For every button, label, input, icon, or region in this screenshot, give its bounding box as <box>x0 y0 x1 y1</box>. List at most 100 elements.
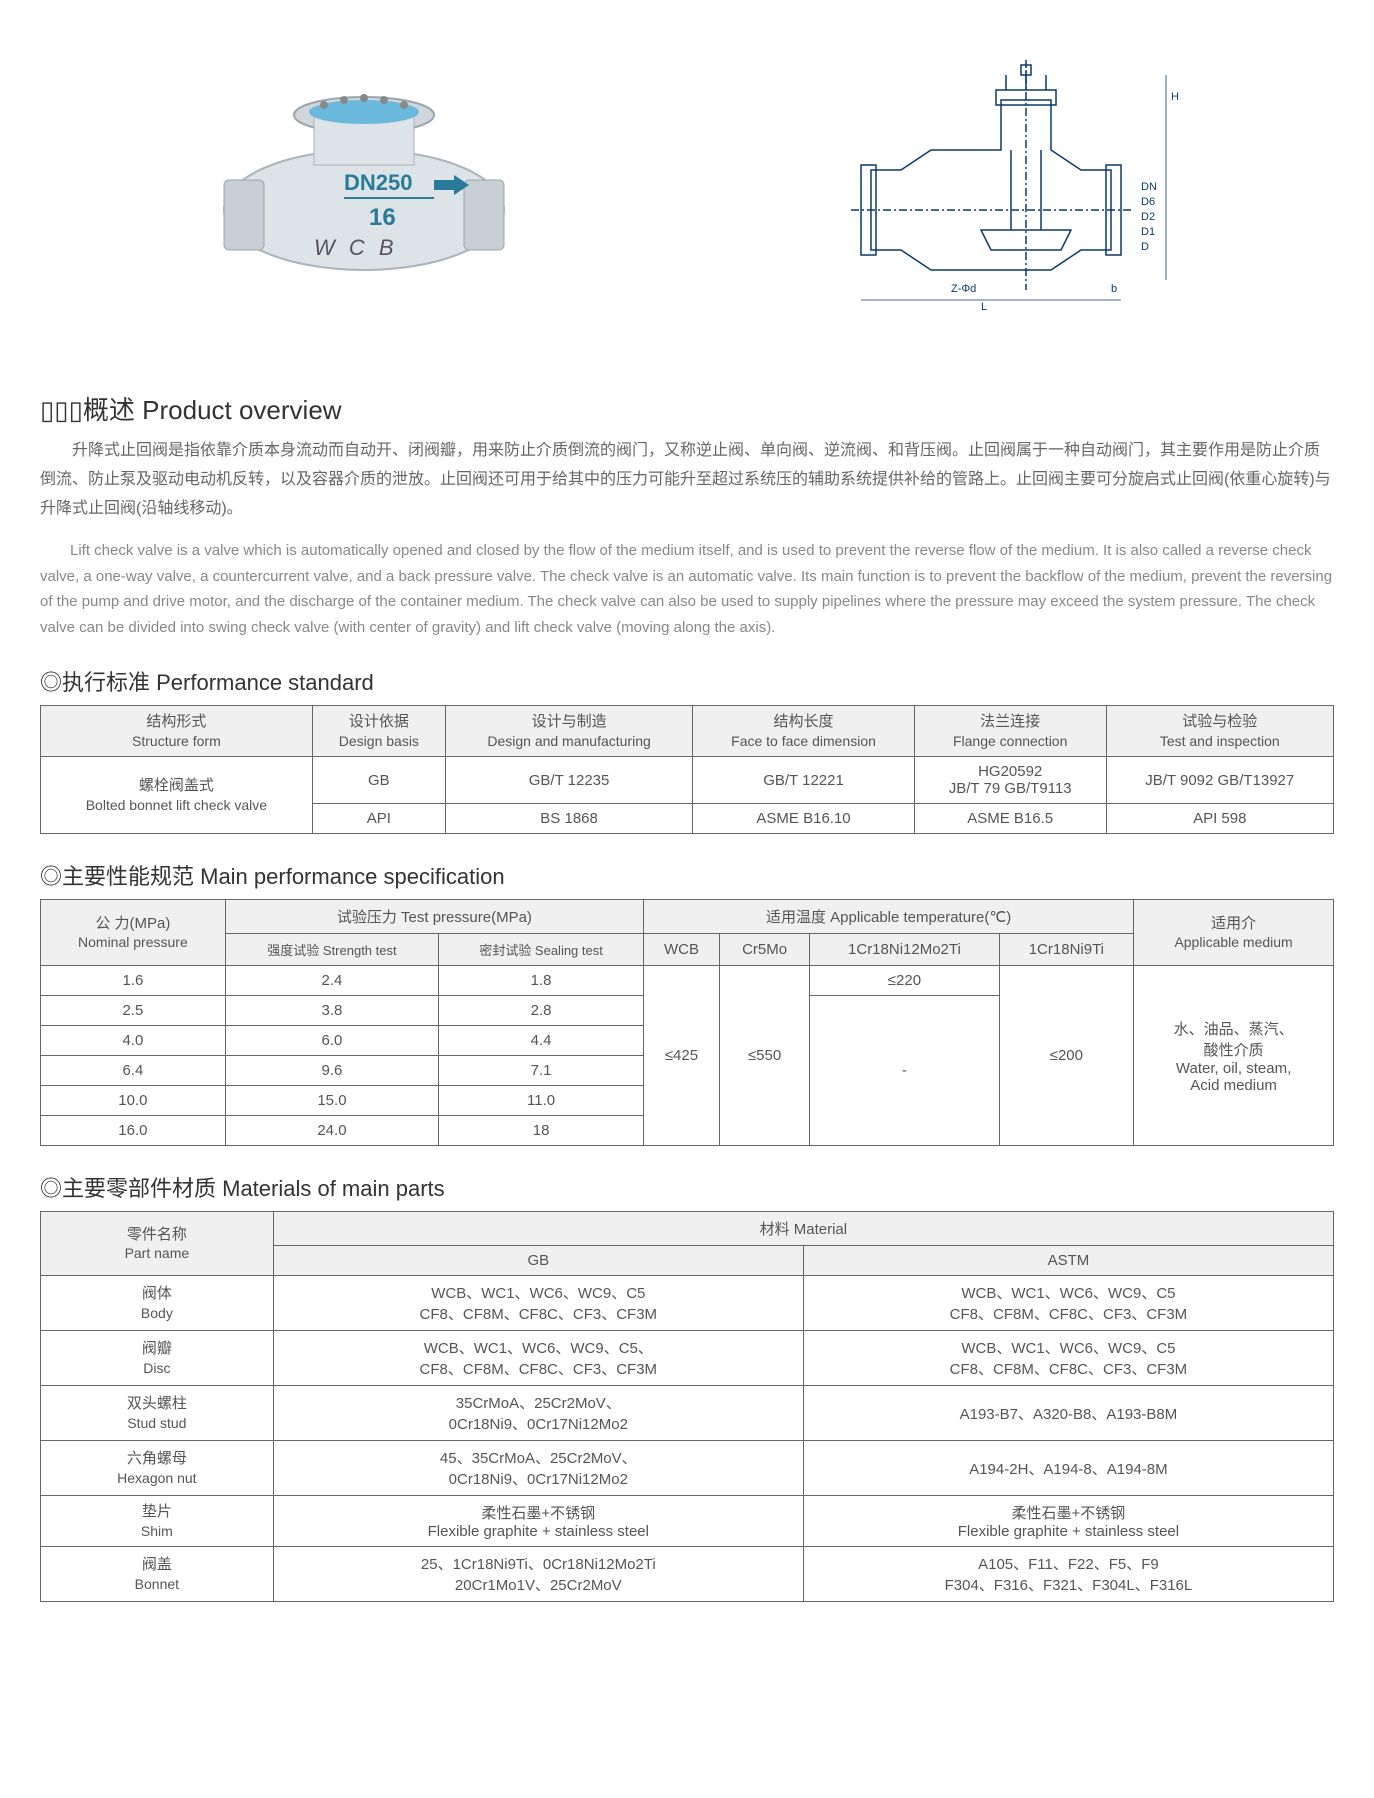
cell-part: 垫片Shim <box>41 1496 274 1547</box>
cell: 3.8 <box>225 996 438 1026</box>
cell-gb: 45、35CrMoA、25Cr2MoV、 0Cr18Ni9、0Cr17Ni12M… <box>273 1441 803 1496</box>
overview-heading: ▯▯▯概述 Product overview <box>40 390 1334 427</box>
materials-heading: ◎主要零部件材质 Materials of main parts <box>40 1171 1334 1203</box>
photo-dn-label: DN250 <box>344 170 412 195</box>
perf-std-heading: ◎执行标准 Performance standard <box>40 665 1334 697</box>
cell: BS 1868 <box>445 804 692 834</box>
cell: 24.0 <box>225 1116 438 1146</box>
svg-text:16: 16 <box>369 204 396 231</box>
cell-part: 六角螺母Hexagon nut <box>41 1441 274 1496</box>
th-basis: 设计依据Design basis <box>312 706 445 757</box>
cell: ASME B16.10 <box>693 804 915 834</box>
svg-text:D6: D6 <box>1141 196 1155 208</box>
cell: 2.8 <box>439 996 644 1026</box>
svg-text:D: D <box>1141 241 1149 253</box>
table-row: 阀体BodyWCB、WC1、WC6、WC9、C5 CF8、CF8M、CF8C、C… <box>41 1276 1334 1331</box>
overview-text-cn: 升降式止回阀是指依靠介质本身流动而自动开、闭阀瓣，用来防止介质倒流的阀门，又称逆… <box>40 437 1334 523</box>
cell: 11.0 <box>439 1086 644 1116</box>
cell-gb: 35CrMoA、25Cr2MoV、 0Cr18Ni9、0Cr17Ni12Mo2 <box>273 1386 803 1441</box>
table-row: 阀瓣DiscWCB、WC1、WC6、WC9、C5、 CF8、CF8M、CF8C、… <box>41 1331 1334 1386</box>
cell: GB/T 12221 <box>693 757 915 804</box>
svg-text:D2: D2 <box>1141 211 1155 223</box>
cell: 18 <box>439 1116 644 1146</box>
th-ni9ti: 1Cr18Ni9Ti <box>999 934 1134 966</box>
cell: 15.0 <box>225 1086 438 1116</box>
th-gb: GB <box>273 1246 803 1276</box>
th-ni12: 1Cr18Ni12Mo2Ti <box>810 934 999 966</box>
cell: 2.5 <box>41 996 226 1026</box>
cell-gb: 柔性石墨+不锈钢 Flexible graphite + stainless s… <box>273 1496 803 1547</box>
th-part-name: 零件名称Part name <box>41 1212 274 1276</box>
th-wcb: WCB <box>644 934 720 966</box>
th-test: 试验与检验Test and inspection <box>1106 706 1334 757</box>
table-row: 六角螺母Hexagon nut45、35CrMoA、25Cr2MoV、 0Cr1… <box>41 1441 1334 1496</box>
cell-wcb: ≤425 <box>644 966 720 1146</box>
cell-part: 阀体Body <box>41 1276 274 1331</box>
cell: 1.6 <box>41 966 226 996</box>
th-design: 设计与制造Design and manufacturing <box>445 706 692 757</box>
svg-text:H: H <box>1171 91 1179 103</box>
image-row: DN250 16 W C B <box>40 30 1334 350</box>
cell: 1.8 <box>439 966 644 996</box>
cell-cr5mo: ≤550 <box>719 966 809 1146</box>
th-structure: 结构形式Structure form <box>41 706 313 757</box>
th-test-pressure: 试验压力 Test pressure(MPa) <box>225 900 643 934</box>
cell: 4.0 <box>41 1026 226 1056</box>
th-nominal-pressure: 公 力(MPa)Nominal pressure <box>41 900 226 966</box>
cell: 9.6 <box>225 1056 438 1086</box>
cell-gb: 25、1Cr18Ni9Ti、0Cr18Ni12Mo2Ti 20Cr1Mo1V、2… <box>273 1547 803 1602</box>
cell-medium: 水、油品、蒸汽、 酸性介质 Water, oil, steam, Acid me… <box>1134 966 1334 1146</box>
cell-gb: WCB、WC1、WC6、WC9、C5 CF8、CF8M、CF8C、CF3、CF3… <box>273 1276 803 1331</box>
th-medium: 适用介Applicable medium <box>1134 900 1334 966</box>
main-perf-table: 公 力(MPa)Nominal pressure 试验压力 Test press… <box>40 899 1334 1146</box>
th-temp: 适用温度 Applicable temperature(℃) <box>644 900 1134 934</box>
cell-astm: WCB、WC1、WC6、WC9、C5 CF8、CF8M、CF8C、CF3、CF3… <box>803 1331 1333 1386</box>
cell-structure-form: 螺栓阀盖式Bolted bonnet lift check valve <box>41 757 313 834</box>
perf-std-table: 结构形式Structure form 设计依据Design basis 设计与制… <box>40 705 1334 834</box>
cell-ni12-top: ≤220 <box>810 966 999 996</box>
th-cr5mo: Cr5Mo <box>719 934 809 966</box>
cell-part: 双头螺柱Stud stud <box>41 1386 274 1441</box>
th-material: 材料 Material <box>273 1212 1333 1246</box>
cell-ni12-bottom: - <box>810 996 999 1146</box>
valve-product-photo: DN250 16 W C B <box>174 50 554 330</box>
cell: JB/T 9092 GB/T13927 <box>1106 757 1334 804</box>
materials-table: 零件名称Part name 材料 Material GB ASTM 阀体Body… <box>40 1211 1334 1602</box>
table-row: 阀盖Bonnet25、1Cr18Ni9Ti、0Cr18Ni12Mo2Ti 20C… <box>41 1547 1334 1602</box>
main-perf-heading: ◎主要性能规范 Main performance specification <box>40 859 1334 891</box>
cell-astm: A193-B7、A320-B8、A193-B8M <box>803 1386 1333 1441</box>
cell: HG20592 JB/T 79 GB/T9113 <box>914 757 1106 804</box>
th-sealing: 密封试验 Sealing test <box>439 934 644 966</box>
cell-ni9ti: ≤200 <box>999 966 1134 1146</box>
cell-gb: WCB、WC1、WC6、WC9、C5、 CF8、CF8M、CF8C、CF3、CF… <box>273 1331 803 1386</box>
cell: API 598 <box>1106 804 1334 834</box>
cell: 2.4 <box>225 966 438 996</box>
cell: 16.0 <box>41 1116 226 1146</box>
svg-text:DN: DN <box>1141 181 1157 193</box>
th-flange: 法兰连接Flange connection <box>914 706 1106 757</box>
svg-text:b: b <box>1111 283 1117 295</box>
th-strength: 强度试验 Strength test <box>225 934 438 966</box>
cell: 10.0 <box>41 1086 226 1116</box>
cell: GB <box>312 757 445 804</box>
svg-text:W C B: W C B <box>314 235 398 260</box>
svg-text:D1: D1 <box>1141 226 1155 238</box>
cell: 7.1 <box>439 1056 644 1086</box>
cell-part: 阀瓣Disc <box>41 1331 274 1386</box>
cell: 4.4 <box>439 1026 644 1056</box>
cell-astm: A194-2H、A194-8、A194-8M <box>803 1441 1333 1496</box>
cell-part: 阀盖Bonnet <box>41 1547 274 1602</box>
svg-text:L: L <box>981 301 987 313</box>
cell: ASME B16.5 <box>914 804 1106 834</box>
cell: GB/T 12235 <box>445 757 692 804</box>
cell-astm: A105、F11、F22、F5、F9 F304、F316、F321、F304L、… <box>803 1547 1333 1602</box>
svg-text:Z-Φd: Z-Φd <box>951 283 976 295</box>
cell-astm: WCB、WC1、WC6、WC9、C5 CF8、CF8M、CF8C、CF3、CF3… <box>803 1276 1333 1331</box>
th-face: 结构长度Face to face dimension <box>693 706 915 757</box>
table-row: 垫片Shim柔性石墨+不锈钢 Flexible graphite + stain… <box>41 1496 1334 1547</box>
cell: API <box>312 804 445 834</box>
th-astm: ASTM <box>803 1246 1333 1276</box>
table-row: 双头螺柱Stud stud35CrMoA、25Cr2MoV、 0Cr18Ni9、… <box>41 1386 1334 1441</box>
overview-text-en: Lift check valve is a valve which is aut… <box>40 538 1334 640</box>
cell: 6.4 <box>41 1056 226 1086</box>
